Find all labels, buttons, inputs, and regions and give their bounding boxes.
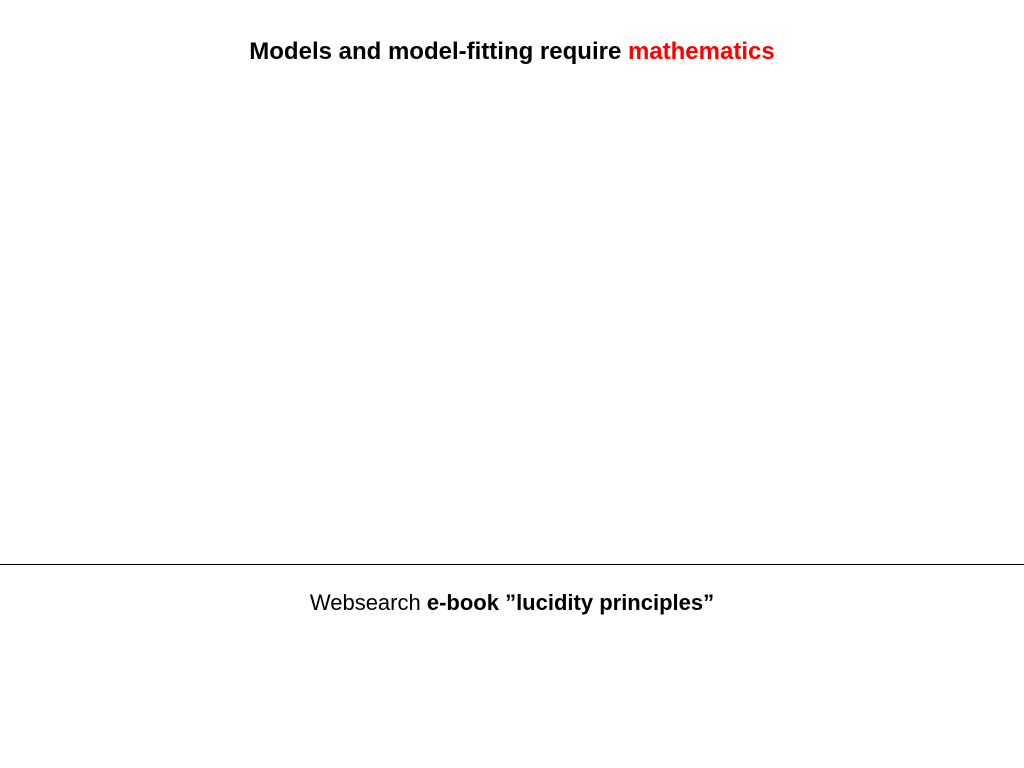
- footer-prefix-text: Websearch: [310, 590, 427, 615]
- title-highlight-text: mathematics: [628, 38, 775, 65]
- footer-bold-text: e-book ”lucidity principles”: [427, 590, 714, 615]
- horizontal-divider: [0, 564, 1024, 565]
- slide-footer: Websearch e-book ”lucidity principles”: [0, 590, 1024, 616]
- title-main-text: Models and model-fitting require: [249, 38, 628, 65]
- slide-title: Models and model-fitting require mathema…: [0, 38, 1024, 66]
